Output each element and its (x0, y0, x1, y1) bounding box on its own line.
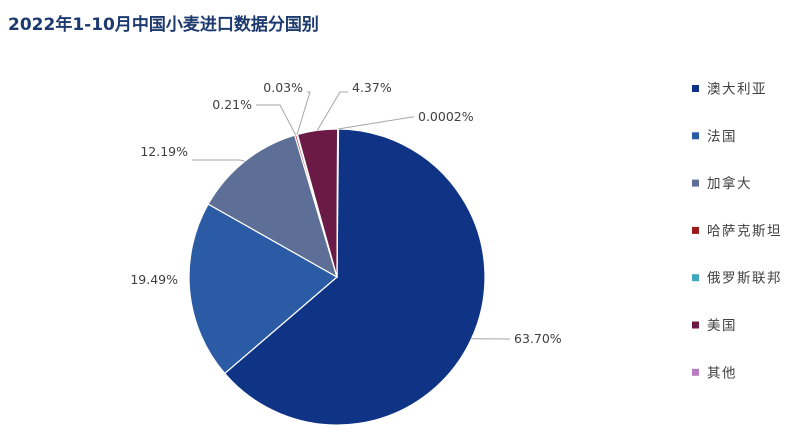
data-label-3: 0.21% (212, 97, 252, 112)
data-label-5: 4.37% (352, 80, 392, 95)
legend-swatch-6 (692, 368, 699, 376)
leader-line-5 (316, 91, 348, 131)
legend-swatch-4 (692, 274, 699, 282)
data-label-6: 0.0002% (418, 109, 474, 124)
legend-swatch-0 (692, 85, 699, 92)
leader-line-3 (256, 104, 297, 136)
legend-swatch-2 (692, 179, 699, 187)
legend-label-1: 法国 (707, 129, 737, 145)
legend-swatch-5 (692, 321, 699, 329)
data-label-4: 0.03% (263, 80, 303, 95)
leader-line-4 (296, 91, 311, 135)
leader-line-6 (337, 116, 414, 130)
pie-slices (188, 128, 486, 426)
legend-label-6: 其他 (707, 365, 737, 381)
slice-澳大利亚-0 (223, 128, 486, 426)
legend-label-3: 哈萨克斯坦 (707, 223, 782, 239)
legend-label-2: 加拿大 (707, 175, 752, 192)
legend-swatch-1 (692, 132, 699, 140)
legend-label-5: 美国 (707, 318, 737, 334)
slice-法国-1 (188, 203, 339, 375)
legend-swatch-3 (692, 226, 699, 234)
leader-line-2 (192, 159, 245, 162)
leader-lines (192, 91, 510, 340)
data-label-2: 12.19% (140, 144, 188, 159)
data-label-1: 19.49% (130, 272, 178, 287)
data-label-0: 63.70% (514, 331, 562, 346)
legend-label-0: 澳大利亚 (707, 82, 767, 98)
slice-labels: 63.70% 19.49% 12.19% 0.21% 0.03% 4.37% 0.0002% (130, 80, 561, 346)
chart-title: 2022年1-10月中国小麦进口数据分国别 (8, 15, 319, 35)
legend-label-4: 俄罗斯联邦 (707, 271, 782, 287)
